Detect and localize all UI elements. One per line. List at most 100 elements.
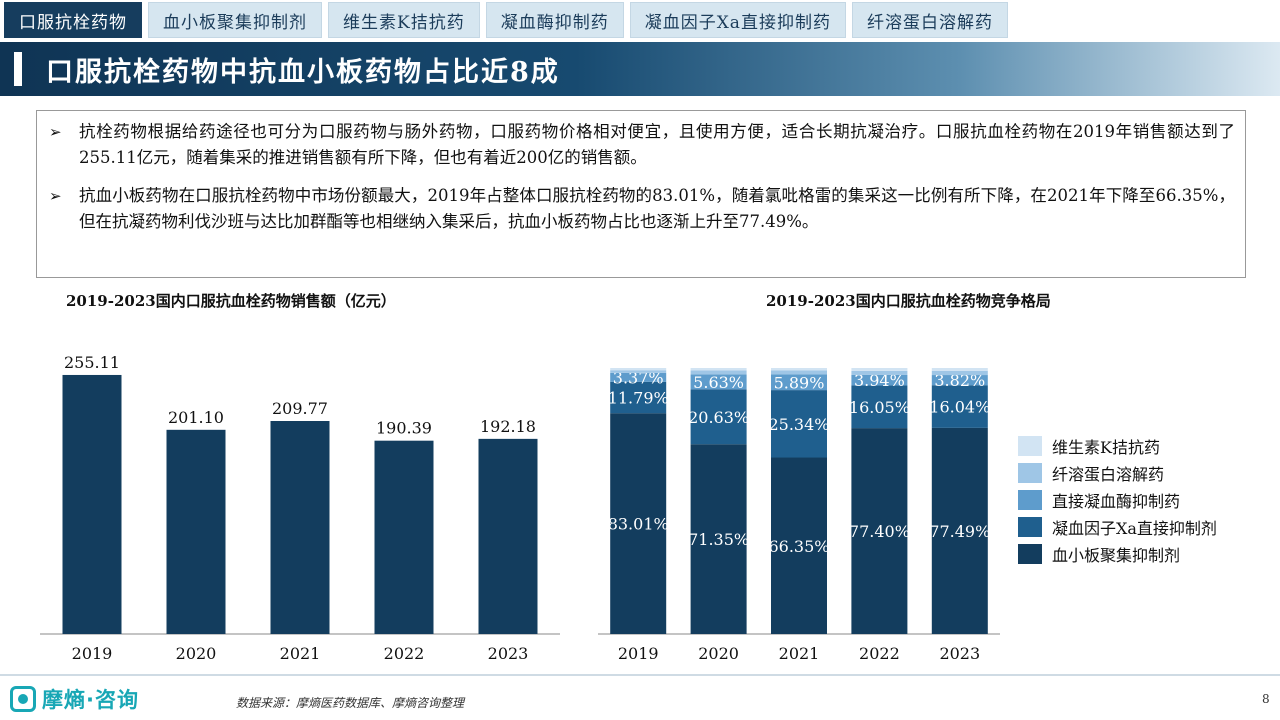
- top-tab-bar: 口服抗栓药物 血小板聚集抑制剂 维生素K拮抗药 凝血酶抑制药 凝血因子Xa直接抑…: [4, 2, 1008, 38]
- page-title: 口服抗栓药物中抗血小板药物占比近8成: [46, 57, 560, 88]
- sales-bar: [166, 429, 226, 634]
- legend-label: 凝血因子Xa直接抑制剂: [1052, 518, 1217, 538]
- share-bar-segment: [771, 368, 827, 371]
- share-value-label: 5.63%: [693, 373, 744, 392]
- share-bar-segment: [851, 368, 908, 371]
- share-bar-segment: [771, 457, 827, 634]
- sales-bar: [62, 374, 122, 634]
- share-bar-segment: [690, 370, 747, 375]
- legend-label: 维生素K拮抗药: [1052, 437, 1160, 457]
- bullet-arrow-icon: ➢: [49, 123, 62, 141]
- share-bar-segment: [771, 370, 827, 375]
- summary-box: ➢ 抗栓药物根据给药途径也可分为口服药物与肠外药物，口服药物价格相对便宜，且使用…: [36, 110, 1246, 278]
- share-value-label: 3.82%: [934, 371, 985, 390]
- share-value-label: 16.05%: [849, 398, 910, 417]
- share-bar-segment: [771, 374, 827, 391]
- share-value-label: 3.37%: [613, 368, 664, 387]
- paragraph-text: 抗栓药物根据给药途径也可分为口服药物与肠外药物，口服药物价格相对便宜，且使用方便…: [79, 122, 1235, 167]
- share-bar-segment: [931, 368, 988, 371]
- sales-value-label: 209.77: [272, 399, 328, 418]
- legend-swatch: [1018, 435, 1042, 456]
- share-value-label: 83.01%: [608, 515, 669, 534]
- share-x-tick-label: 2023: [939, 644, 980, 663]
- share-value-label: 20.63%: [688, 408, 749, 427]
- summary-paragraph: ➢ 抗栓药物根据给药途径也可分为口服药物与肠外药物，口服药物价格相对便宜，且使用…: [47, 119, 1235, 171]
- legend-label: 直接凝血酶抑制药: [1052, 491, 1181, 511]
- tab-fibrinolytic[interactable]: 纤溶蛋白溶解药: [851, 2, 1008, 38]
- share-bar-segment: [931, 427, 988, 634]
- share-bar-segment: [851, 428, 908, 634]
- share-bar-segment: [931, 375, 988, 386]
- legend-item: 维生素K拮抗药: [1018, 432, 1217, 459]
- tab-vitamin-k-antagonist[interactable]: 维生素K拮抗药: [328, 2, 480, 38]
- share-bar-segment: [931, 370, 988, 376]
- title-banner: 口服抗栓药物中抗血小板药物占比近8成: [0, 42, 1280, 96]
- share-value-label: 77.40%: [849, 522, 910, 541]
- share-value-label: 77.49%: [929, 522, 990, 541]
- share-bar-segment: [690, 374, 747, 390]
- share-value-label: 71.35%: [688, 530, 749, 549]
- share-bar-segment: [851, 374, 908, 386]
- share-bar-segment: [690, 444, 747, 634]
- tab-thrombin-inhibitor[interactable]: 凝血酶抑制药: [485, 2, 624, 38]
- sales-x-tick-label: 2022: [384, 644, 425, 663]
- sales-chart-title: 2019-2023国内口服抗血栓药物销售额（亿元）: [66, 292, 396, 310]
- sales-x-tick-label: 2021: [280, 644, 321, 663]
- share-x-tick-label: 2019: [618, 644, 659, 663]
- sales-x-tick-label: 2019: [72, 644, 113, 663]
- share-x-tick-label: 2022: [859, 644, 900, 663]
- legend-item: 血小板聚集抑制剂: [1018, 540, 1217, 567]
- legend-swatch: [1018, 516, 1042, 537]
- sales-value-label: 255.11: [64, 353, 120, 372]
- legend-item: 纤溶蛋白溶解药: [1018, 459, 1217, 486]
- sales-value-label: 190.39: [376, 419, 432, 438]
- share-bar-segment: [610, 372, 667, 382]
- legend-item: 直接凝血酶抑制药: [1018, 486, 1217, 513]
- footer-divider: [0, 674, 1280, 676]
- share-bar-segment: [690, 389, 747, 445]
- bullet-arrow-icon: ➢: [49, 187, 62, 205]
- title-accent-bar: [14, 52, 22, 86]
- sales-bar: [374, 440, 434, 634]
- legend-item: 凝血因子Xa直接抑制剂: [1018, 513, 1217, 540]
- legend-label: 血小板聚集抑制剂: [1052, 545, 1181, 565]
- share-x-tick-label: 2020: [698, 644, 739, 663]
- share-bar-segment: [610, 413, 667, 634]
- share-bar-segment: [851, 385, 908, 429]
- tab-oral-antithrombotic[interactable]: 口服抗栓药物: [4, 2, 142, 38]
- legend-swatch: [1018, 489, 1042, 510]
- paragraph-text: 抗血小板药物在口服抗栓药物中市场份额最大，2019年占整体口服抗栓药物的83.0…: [79, 186, 1235, 231]
- share-bar-segment: [771, 390, 827, 458]
- tab-antiplatelet[interactable]: 血小板聚集抑制剂: [148, 2, 322, 38]
- sales-value-label: 201.10: [168, 408, 224, 427]
- data-source-note: 数据来源：摩熵医药数据库、摩熵咨询整理: [236, 696, 465, 710]
- brand-logo: 摩熵·咨询: [10, 684, 139, 714]
- brand-logo-icon: [10, 686, 36, 712]
- share-bar-segment: [690, 368, 747, 371]
- sales-bar: [478, 438, 538, 634]
- share-value-label: 25.34%: [768, 415, 829, 434]
- legend-label: 纤溶蛋白溶解药: [1052, 464, 1165, 484]
- sales-bar: [270, 421, 330, 634]
- sales-x-tick-label: 2023: [488, 644, 529, 663]
- share-chart-legend: 维生素K拮抗药 纤溶蛋白溶解药 直接凝血酶抑制药凝血因子Xa直接抑制剂 血小板聚集抑制…: [1018, 432, 1217, 567]
- page-number: 8: [1262, 692, 1270, 706]
- summary-paragraph: ➢ 抗血小板药物在口服抗栓药物中市场份额最大，2019年占整体口服抗栓药物的83…: [47, 183, 1235, 235]
- sales-value-label: 192.18: [480, 417, 536, 436]
- tab-factor-xa-inhibitor[interactable]: 凝血因子Xa直接抑制药: [629, 2, 846, 38]
- sales-x-tick-label: 2020: [176, 644, 217, 663]
- share-value-label: 5.89%: [774, 373, 825, 392]
- share-x-tick-label: 2021: [779, 644, 820, 663]
- share-bar-segment: [610, 370, 667, 373]
- share-bar-segment: [851, 370, 908, 375]
- share-bar-segment: [610, 381, 667, 414]
- legend-swatch: [1018, 543, 1042, 564]
- share-value-label: 16.04%: [929, 398, 990, 417]
- share-bar-segment: [610, 368, 667, 371]
- legend-swatch: [1018, 462, 1042, 483]
- share-value-label: 66.35%: [768, 537, 829, 556]
- share-chart-title: 2019-2023国内口服抗血栓药物竞争格局: [766, 292, 1051, 310]
- share-value-label: 3.94%: [854, 371, 905, 390]
- share-bar-segment: [931, 385, 988, 428]
